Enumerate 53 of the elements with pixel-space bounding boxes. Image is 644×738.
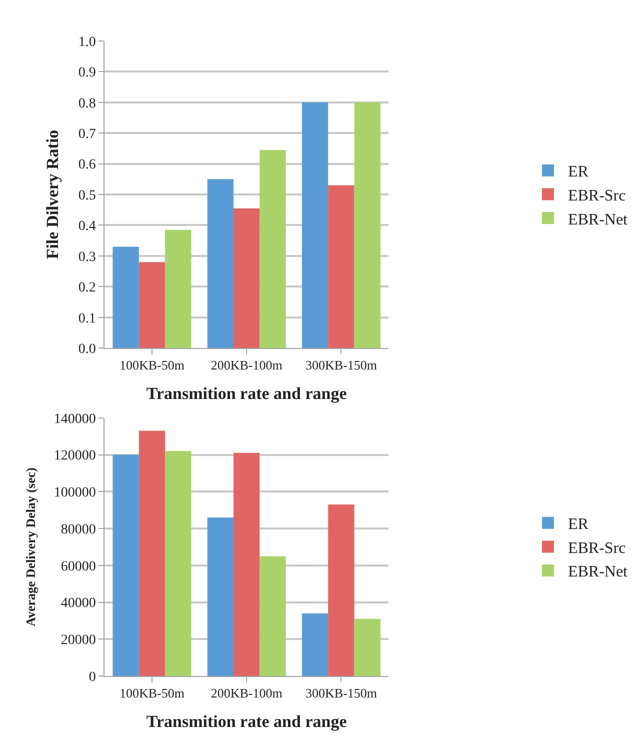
x-tick-label: 200KB-100m xyxy=(210,686,282,701)
bar xyxy=(354,618,380,676)
y-tick-label: 100000 xyxy=(54,486,96,501)
legend-label: EBR-Net xyxy=(568,564,628,581)
y-tick-label: 0.7 xyxy=(78,126,96,142)
legend-label: ER xyxy=(568,164,589,181)
y-tick-label: 40000 xyxy=(60,596,96,612)
bar xyxy=(138,262,166,348)
bar xyxy=(138,430,166,676)
y-tick-label: 0.5 xyxy=(78,188,96,204)
x-tick-label: 100KB-50m xyxy=(119,358,184,373)
y-tick-label: 80000 xyxy=(60,522,96,538)
y-tick-label: 0.2 xyxy=(78,280,96,296)
y-tick-label: 0.6 xyxy=(78,158,96,173)
bar xyxy=(165,230,192,348)
bar xyxy=(302,102,328,348)
bar xyxy=(207,517,234,676)
x-tick-label: 200KB-100m xyxy=(210,358,282,373)
y-axis-title: Average Delivery Delay (sec) xyxy=(22,468,38,626)
x-tick-label: 300KB-150m xyxy=(305,686,377,701)
legend-label: EBR-Net xyxy=(568,211,628,228)
bar xyxy=(234,208,260,348)
bar xyxy=(260,150,286,348)
x-tick-label: 300KB-150m xyxy=(305,358,377,373)
bar xyxy=(260,556,286,676)
x-axis-title: Transmition rate and range xyxy=(146,384,348,404)
legend-label: EBR-Src xyxy=(568,187,626,204)
y-tick-label: 0.1 xyxy=(78,311,96,326)
bar xyxy=(112,454,139,676)
y-tick-label: 60000 xyxy=(60,559,96,574)
bar xyxy=(302,613,328,676)
x-axis-title: Transmition rate and range xyxy=(146,712,348,732)
x-tick-label: 100KB-50m xyxy=(119,686,184,701)
y-tick-label: 0 xyxy=(88,670,96,686)
bar xyxy=(328,185,354,348)
y-tick-label: 140000 xyxy=(54,412,96,427)
y-tick-label: 120000 xyxy=(54,448,96,464)
bar xyxy=(112,246,139,348)
bar xyxy=(207,179,234,348)
bar xyxy=(165,451,192,676)
bar xyxy=(234,452,260,676)
y-tick-label: 0.3 xyxy=(78,250,96,265)
legend-label: ER xyxy=(568,516,589,534)
y-axis-title: File Dilvery Ratio xyxy=(42,130,62,260)
y-tick-label: 0.0 xyxy=(78,342,96,357)
bar xyxy=(328,504,354,676)
y-tick-label: 1.0 xyxy=(78,34,96,50)
y-tick-label: 0.9 xyxy=(78,66,96,81)
y-tick-label: 0.4 xyxy=(78,219,96,234)
y-tick-label: 0.8 xyxy=(78,96,96,112)
y-tick-label: 20000 xyxy=(60,633,96,648)
bar xyxy=(354,102,380,348)
legend-label: EBR-Src xyxy=(568,540,626,557)
